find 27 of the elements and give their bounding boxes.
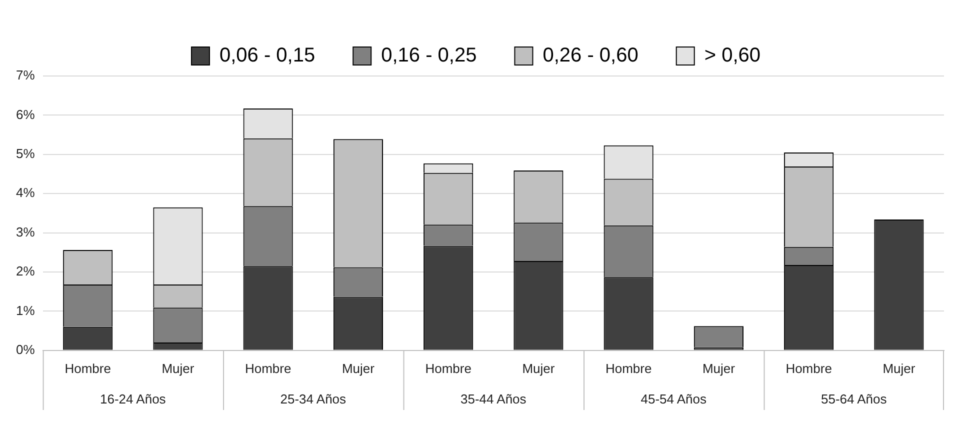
x-tick-label: Hombre	[244, 360, 292, 376]
legend-label: 0,26 - 0,60	[542, 44, 638, 67]
text: 25-34 Años	[280, 392, 347, 407]
x-tick-label: Hombre	[64, 360, 111, 376]
x-tick-label: Hombre	[425, 360, 472, 376]
y-tick-label: 7%	[16, 68, 36, 83]
y-tick-label: 2%	[16, 264, 36, 279]
y-tick-label: 6%	[16, 106, 36, 122]
x-tick-label: Hombre	[786, 360, 832, 376]
x-tick-label: Mujer	[162, 360, 195, 376]
text: 55-64 Años	[820, 392, 888, 407]
legend-label: > 0,60	[704, 44, 761, 67]
y-tick-label: 4%	[16, 185, 36, 200]
legend-label: 0,06 - 0,15	[219, 44, 316, 67]
y-tick-label: 3%	[16, 224, 36, 240]
text: 45-54 Años	[640, 392, 708, 407]
x-tick-label: Mujer	[702, 360, 736, 376]
x-tick-label: Mujer	[882, 360, 916, 376]
x-tick-label: Mujer	[342, 360, 376, 376]
x-tick-label: Mujer	[522, 360, 556, 376]
y-tick-label: 1%	[16, 302, 36, 318]
text: 16-24 Años	[100, 392, 166, 407]
y-tick-label: 0%	[16, 342, 36, 357]
y-tick-label: 5%	[16, 146, 36, 161]
legend-label: 0,16 - 0,25	[381, 44, 477, 67]
text: 35-44 Años	[460, 392, 527, 407]
x-tick-label: Hombre	[605, 360, 652, 376]
